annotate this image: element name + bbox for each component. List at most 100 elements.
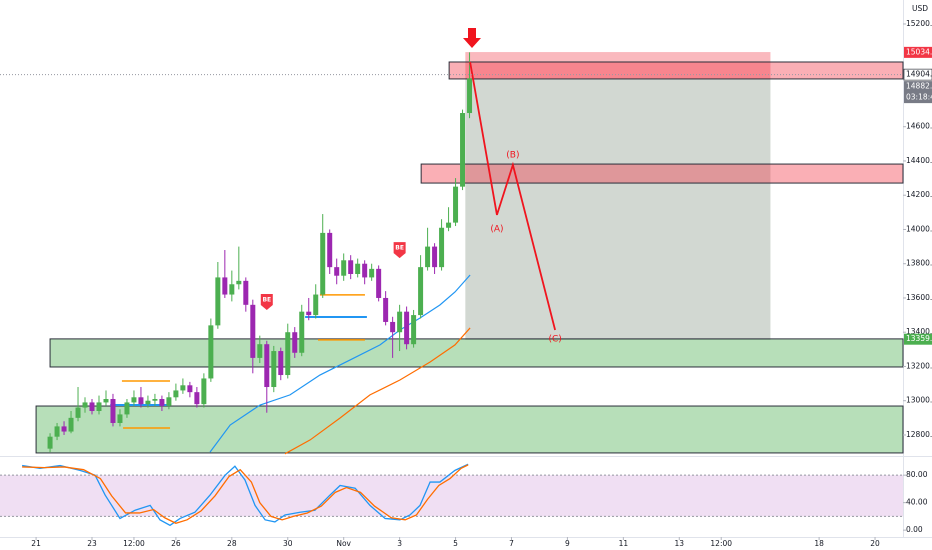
candle-body bbox=[54, 426, 60, 437]
wave-label: (C) bbox=[548, 334, 561, 344]
x-tick-label: 3 bbox=[397, 539, 402, 548]
x-tick-label: 11 bbox=[619, 539, 629, 548]
stoch-y-tick-label: 40.00 bbox=[906, 498, 928, 507]
candle-body bbox=[397, 311, 403, 333]
x-tick-label: 20 bbox=[870, 539, 880, 548]
countdown: 03:18:48 bbox=[906, 93, 932, 102]
candle-body bbox=[208, 325, 214, 379]
candle-body bbox=[467, 78, 473, 114]
candle-body bbox=[313, 294, 319, 316]
candle-body bbox=[341, 260, 347, 276]
candle-body bbox=[166, 397, 172, 406]
y-tick-label: 14400.00 bbox=[906, 156, 932, 165]
candle-body bbox=[75, 407, 81, 418]
x-tick-label: 5 bbox=[453, 539, 458, 548]
price-tag bbox=[904, 81, 932, 104]
x-tick-label: 21 bbox=[31, 539, 41, 548]
x-tick-label: 12:00 bbox=[123, 539, 145, 548]
candle-body bbox=[103, 399, 109, 403]
candle-body bbox=[236, 280, 242, 285]
y-tick-label: 13600.00 bbox=[906, 293, 932, 302]
price-tag-label: 15034.17 bbox=[906, 47, 932, 56]
zone bbox=[448, 61, 904, 80]
candle-body bbox=[124, 402, 130, 415]
candle-body bbox=[362, 263, 368, 278]
moving-average bbox=[209, 274, 471, 453]
candle-body bbox=[432, 246, 438, 268]
x-tick-label: 28 bbox=[227, 539, 237, 548]
candle-body bbox=[110, 399, 116, 423]
candle-body bbox=[390, 321, 396, 333]
candle-body bbox=[271, 351, 277, 388]
candle-body bbox=[292, 332, 298, 353]
y-tick-label: 13000.00 bbox=[906, 396, 932, 405]
candle-body bbox=[383, 297, 389, 322]
price-tag bbox=[903, 68, 932, 81]
x-tick-label: 7 bbox=[509, 539, 514, 548]
candle-body bbox=[145, 400, 151, 405]
candle-body bbox=[404, 311, 410, 345]
candle-body bbox=[257, 344, 263, 358]
x-tick-label: 23 bbox=[87, 539, 97, 548]
wave-label: (B) bbox=[506, 150, 519, 160]
stoch-line bbox=[22, 464, 469, 524]
wave-path bbox=[469, 61, 556, 331]
price-tag-label: 14882.38 bbox=[906, 82, 932, 91]
candle-body bbox=[68, 417, 74, 432]
stoch-band bbox=[0, 475, 903, 517]
y-tick-label: 13400.00 bbox=[906, 327, 932, 336]
y-tick-label: 13200.00 bbox=[906, 361, 932, 370]
candle-body bbox=[334, 267, 340, 276]
candle-body bbox=[411, 315, 417, 345]
price-tag-label: 14904.27 bbox=[906, 70, 932, 79]
price-tag bbox=[904, 46, 932, 58]
candle-body bbox=[285, 332, 291, 376]
y-tick-label: 12800.00 bbox=[906, 430, 932, 439]
candle-body bbox=[215, 277, 221, 326]
currency-label: USD bbox=[912, 4, 928, 13]
x-tick-label: 26 bbox=[171, 539, 181, 548]
candle-body bbox=[138, 397, 144, 405]
stoch-y-tick-label: 0.00 bbox=[906, 525, 923, 534]
flag-label: BE bbox=[262, 296, 271, 303]
flag-label: BE bbox=[395, 245, 404, 252]
y-tick-label: 14200.00 bbox=[906, 190, 932, 199]
candle-body bbox=[264, 344, 270, 388]
y-tick-label: 14600.00 bbox=[906, 122, 932, 131]
x-tick-label: Nov bbox=[336, 539, 351, 548]
candle-body bbox=[173, 390, 179, 398]
x-tick-label: 13 bbox=[675, 539, 685, 548]
flag-badge bbox=[393, 242, 406, 259]
x-tick-label: 9 bbox=[565, 539, 570, 548]
candle-body bbox=[348, 260, 354, 274]
candle-body bbox=[306, 311, 312, 316]
wave-label: (A) bbox=[490, 224, 503, 234]
x-tick-label: 18 bbox=[814, 539, 824, 548]
candle-body bbox=[187, 385, 193, 393]
candle-body bbox=[82, 402, 88, 408]
candle-body bbox=[159, 399, 165, 406]
candle-body bbox=[418, 267, 424, 316]
candle-body bbox=[152, 399, 158, 401]
x-tick-label: 30 bbox=[283, 539, 293, 548]
y-tick-label: 13800.00 bbox=[906, 259, 932, 268]
candle-body bbox=[117, 414, 123, 423]
zone bbox=[420, 163, 904, 184]
candle-body bbox=[201, 378, 207, 405]
candle-body bbox=[222, 277, 228, 295]
candle-body bbox=[47, 436, 53, 449]
candle-body bbox=[250, 304, 256, 358]
candle-body bbox=[61, 426, 67, 432]
candle-body bbox=[131, 397, 137, 403]
candle-body bbox=[439, 227, 445, 268]
candle-body bbox=[355, 263, 361, 274]
x-tick-label: 12:00 bbox=[710, 539, 732, 548]
price-tag bbox=[904, 333, 932, 345]
price-tag-label: 13359.23 bbox=[906, 334, 932, 343]
candle-body bbox=[229, 284, 235, 295]
candle-body bbox=[180, 385, 186, 391]
stoch-y-tick-label: 80.00 bbox=[906, 470, 928, 479]
candle-body bbox=[194, 392, 200, 405]
candle-body bbox=[320, 232, 326, 295]
